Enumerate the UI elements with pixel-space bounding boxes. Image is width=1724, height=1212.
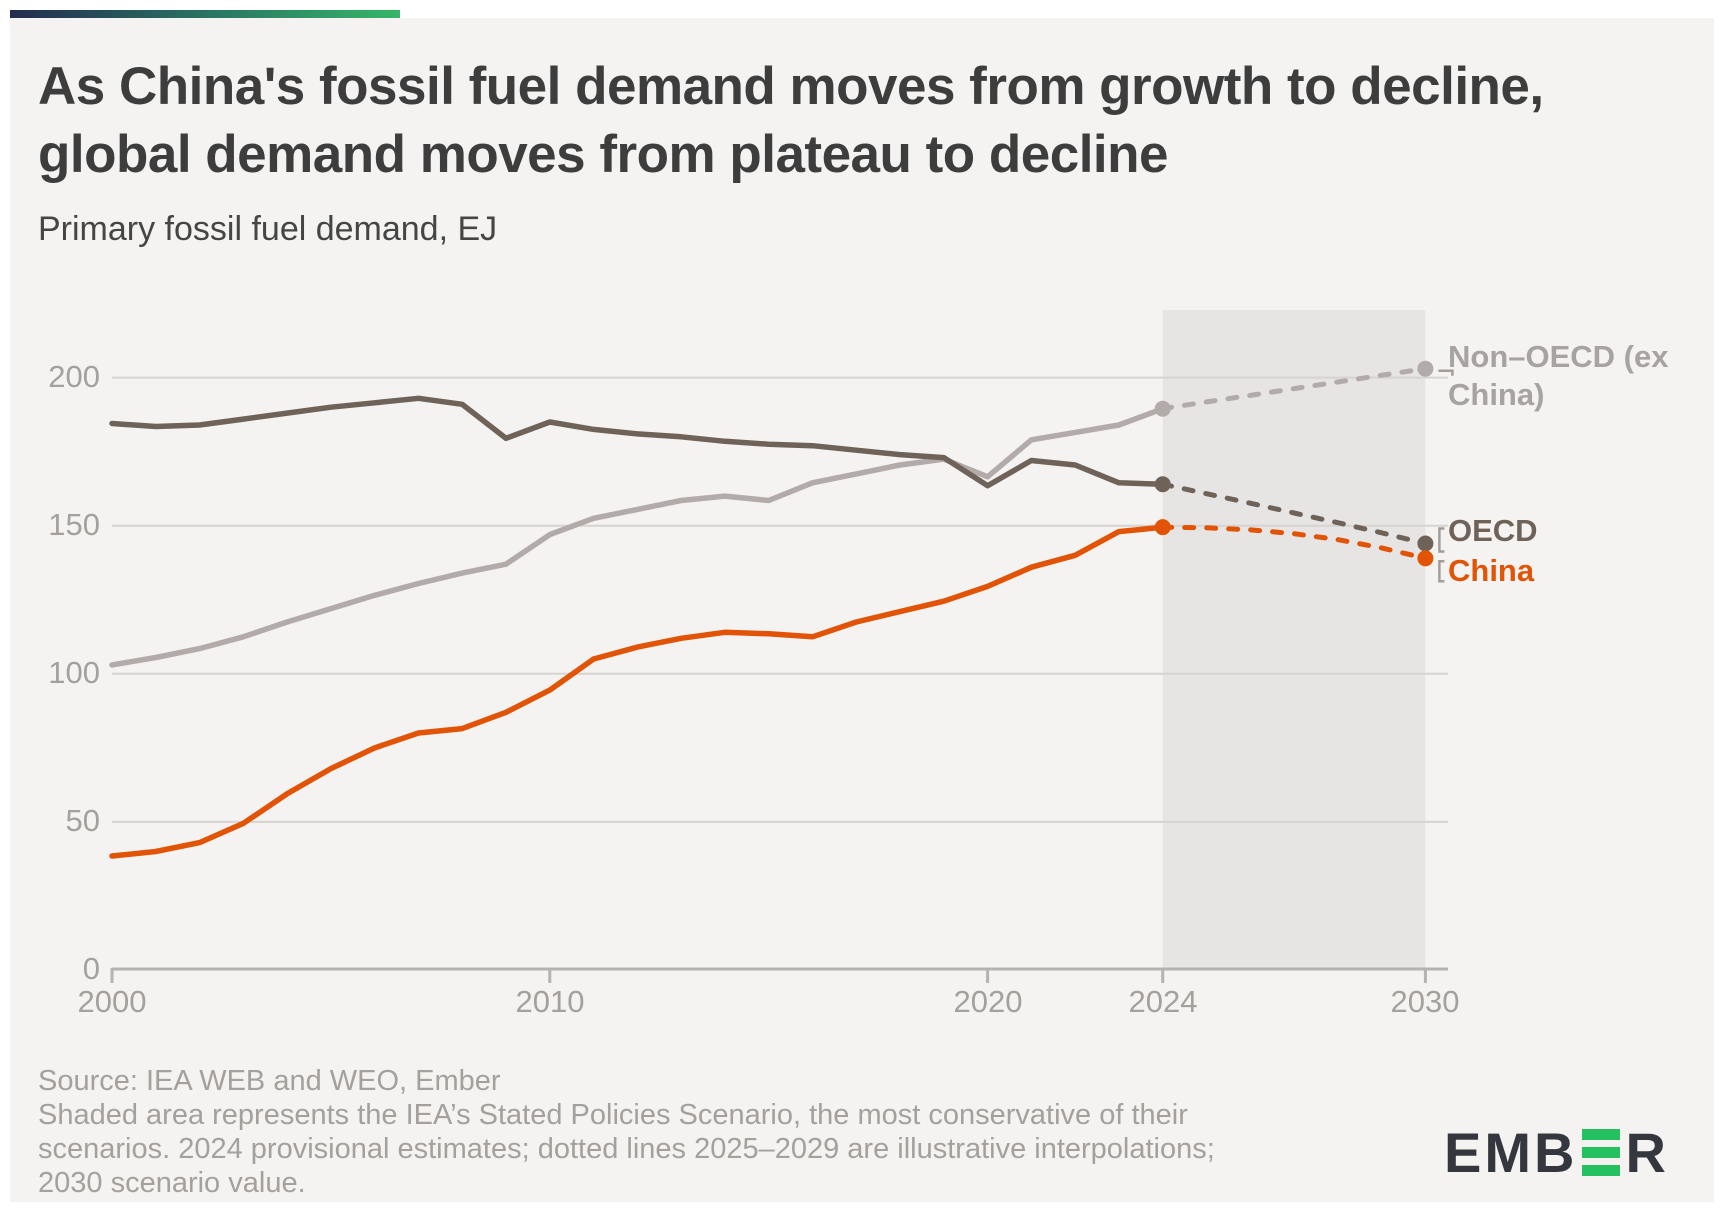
y-tick-200: 200	[48, 359, 100, 394]
y-tick-150: 150	[48, 507, 100, 542]
page-title-line2: global demand moves from plateau to decl…	[38, 125, 1169, 184]
ember-logo-prefix: EMB	[1444, 1121, 1578, 1184]
source-line4: 2030 scenario value.	[38, 1167, 306, 1199]
ember-logo: EMB R	[1444, 1120, 1669, 1185]
series-label-china: China	[1448, 553, 1535, 588]
chart-subtitle: Primary fossil fuel demand, EJ	[38, 210, 498, 248]
x-tick-2010: 2010	[515, 984, 585, 1019]
series-label-nonoecd-line1: Non–OECD (ex	[1448, 339, 1669, 374]
source-line2: Shaded area represents the IEA’s Stated …	[38, 1099, 1188, 1131]
source-line3: scenarios. 2024 provisional estimates; d…	[38, 1133, 1215, 1165]
source-line1: Source: IEA WEB and WEO, Ember	[38, 1065, 501, 1097]
ember-logo-green-e-icon	[1582, 1129, 1621, 1176]
brand-gradient-bar	[10, 10, 400, 18]
x-tick-2024: 2024	[1128, 984, 1198, 1019]
series-label-oecd: OECD	[1448, 513, 1538, 548]
y-tick-0: 0	[82, 951, 100, 986]
y-tick-50: 50	[65, 803, 100, 838]
y-tick-100: 100	[48, 655, 100, 690]
x-tick-2020: 2020	[953, 984, 1023, 1019]
series-label-nonoecd: Non–OECD (ex China)	[1448, 338, 1668, 414]
x-tick-2000: 2000	[77, 984, 147, 1019]
page-title-line1: As China's fossil fuel demand moves from…	[38, 57, 1544, 116]
chart-card	[10, 18, 1714, 1202]
x-tick-2030: 2030	[1390, 984, 1460, 1019]
series-label-nonoecd-line2: China)	[1448, 377, 1545, 412]
ember-logo-suffix: R	[1625, 1121, 1669, 1184]
